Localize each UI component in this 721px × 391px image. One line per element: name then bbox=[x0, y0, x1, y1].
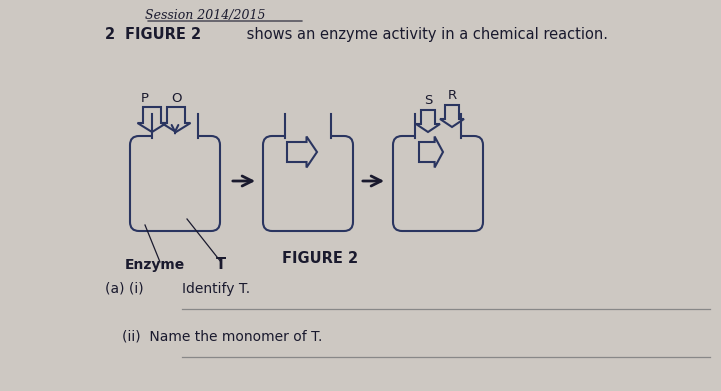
Text: shows an enzyme activity in a chemical reaction.: shows an enzyme activity in a chemical r… bbox=[242, 27, 608, 42]
Text: Enzyme: Enzyme bbox=[125, 258, 185, 272]
Text: S: S bbox=[424, 94, 432, 107]
Text: 2: 2 bbox=[105, 27, 115, 42]
Text: FIGURE 2: FIGURE 2 bbox=[125, 27, 201, 42]
Text: (ii)  Name the monomer of T.: (ii) Name the monomer of T. bbox=[122, 330, 322, 344]
Text: Session 2014/2015: Session 2014/2015 bbox=[145, 9, 265, 22]
Text: T: T bbox=[216, 257, 226, 272]
Text: R: R bbox=[448, 89, 456, 102]
Bar bbox=[284, 132, 332, 139]
Bar bbox=[414, 132, 462, 139]
Text: (a) (i): (a) (i) bbox=[105, 282, 143, 296]
Text: FIGURE 2: FIGURE 2 bbox=[282, 251, 358, 266]
Text: Identify T.: Identify T. bbox=[182, 282, 250, 296]
Text: P: P bbox=[141, 92, 149, 105]
Text: O: O bbox=[171, 92, 181, 105]
Bar bbox=[151, 132, 199, 139]
